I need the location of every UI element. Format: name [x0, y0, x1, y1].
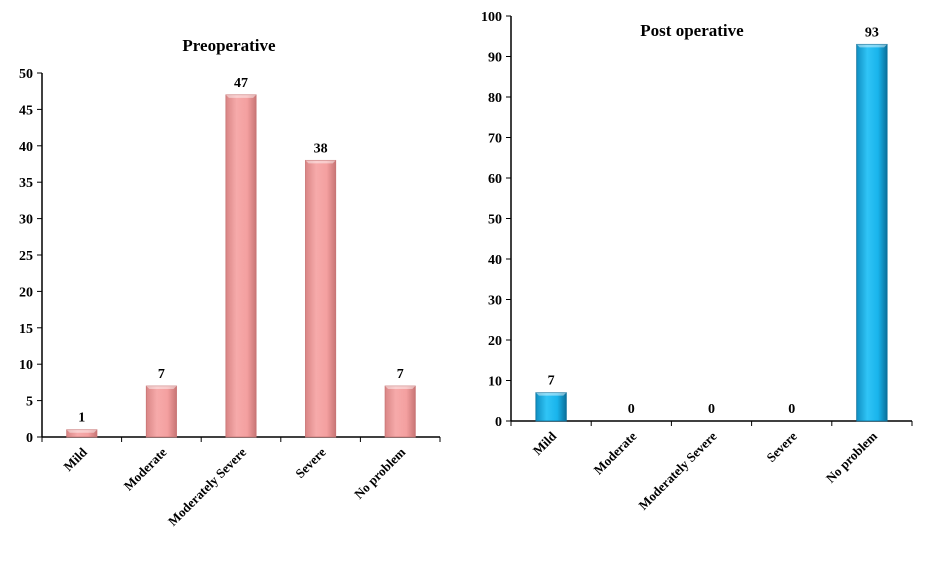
bar-bevel — [385, 386, 416, 390]
bar-mild — [66, 429, 98, 438]
y-tick-label: 80 — [488, 91, 502, 106]
y-tick-label: 30 — [488, 294, 502, 309]
bar-severe — [305, 159, 337, 438]
y-tick-label: 60 — [488, 172, 502, 187]
data-label: 93 — [865, 25, 879, 40]
category-label: Mild — [530, 428, 560, 458]
data-label: 0 — [628, 402, 635, 417]
category-label: Severe — [292, 444, 329, 481]
bar-moderate — [145, 385, 177, 438]
category-label: Moderate — [121, 444, 170, 493]
y-tick-label: 20 — [19, 285, 33, 300]
data-label: 0 — [788, 402, 795, 417]
bar-moderately-severe — [225, 94, 257, 438]
y-tick-label: 30 — [19, 213, 33, 228]
category-label: No problem — [823, 428, 880, 485]
preoperative-chart: Preoperative 0 5 10 15 20 25 30 35 40 45 50 1 Mild 7 Mo… — [19, 36, 441, 529]
y-tick-label: 10 — [488, 375, 502, 390]
category-label: Moderately Severe — [165, 444, 249, 528]
data-label: 0 — [708, 402, 715, 417]
y-tick-label: 100 — [481, 10, 502, 25]
y-tick-label: 40 — [19, 140, 33, 155]
bar-no-problem — [856, 43, 888, 422]
bar-no-problem — [384, 385, 416, 438]
y-tick-label: 0 — [495, 415, 502, 430]
y-tick-label: 45 — [19, 103, 33, 118]
y-tick-label: 70 — [488, 132, 502, 147]
category-label: Moderate — [591, 428, 640, 477]
data-label: 47 — [234, 76, 248, 91]
data-label: 7 — [397, 367, 404, 382]
y-tick-label: 15 — [19, 322, 33, 337]
bar-bevel — [146, 386, 177, 390]
data-label: 38 — [314, 141, 328, 156]
category-label: Moderately Severe — [635, 428, 719, 512]
postoperative-chart: Post operative 0 10 20 30 40 50 60 70 80 90 100 7 Mil… — [481, 10, 913, 513]
y-tick-label: 0 — [26, 431, 33, 446]
y-tick-label: 10 — [19, 358, 33, 373]
data-label: 7 — [158, 367, 165, 382]
bar-bevel — [535, 392, 567, 396]
y-tick-label: 25 — [19, 249, 33, 264]
bar-mild — [535, 392, 567, 422]
bar-bevel — [66, 429, 97, 433]
data-label: 7 — [548, 374, 555, 389]
y-tick-label: 50 — [19, 67, 33, 82]
category-label: No problem — [351, 444, 408, 501]
y-tick-label: 20 — [488, 334, 502, 349]
chart-title: Preoperative — [182, 36, 276, 55]
data-label: 1 — [78, 411, 85, 426]
bar-bevel — [225, 94, 257, 98]
y-tick-label: 35 — [19, 176, 33, 191]
chart-title: Post operative — [640, 21, 744, 40]
y-tick-label: 5 — [26, 395, 33, 410]
category-label: Severe — [763, 428, 800, 465]
bar-bevel — [305, 160, 336, 164]
bar-bevel — [856, 44, 888, 48]
category-label: Mild — [60, 444, 90, 474]
y-tick-label: 40 — [488, 253, 502, 268]
y-tick-label: 90 — [488, 51, 502, 66]
y-tick-label: 50 — [488, 213, 502, 228]
